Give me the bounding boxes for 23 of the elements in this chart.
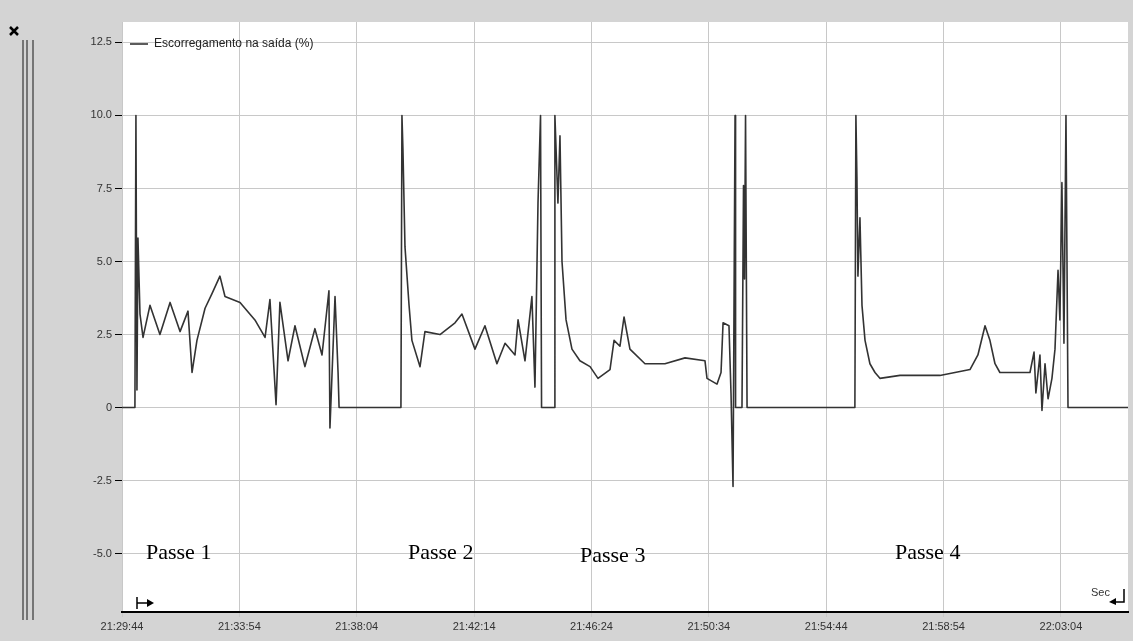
- x-tick-label: 21:50:34: [687, 619, 731, 632]
- x-tick-label: 21:29:44: [100, 619, 144, 632]
- annotation: Sec: [1091, 585, 1111, 598]
- x-tick-label: 21:54:44: [804, 619, 848, 632]
- annotation: Passe 1: [146, 538, 212, 564]
- y-tick-label: 2.5: [96, 327, 112, 340]
- annotation: Passe 4: [895, 538, 961, 564]
- x-tick-label: 21:42:14: [452, 619, 496, 632]
- x-tick-label: 21:33:54: [217, 619, 261, 632]
- y-tick-label: -2.5: [93, 473, 112, 486]
- y-tick-label: 7.5: [96, 181, 112, 194]
- y-tick-label: 10.0: [90, 108, 112, 121]
- x-tick-label: 21:38:04: [335, 619, 379, 632]
- x-tick-label: 22:03:04: [1039, 619, 1083, 632]
- y-tick-label: 0: [105, 400, 112, 413]
- y-tick-label: -5.0: [93, 546, 112, 559]
- y-tick-label: 12.5: [90, 35, 112, 48]
- y-tick-label: 5.0: [96, 254, 112, 267]
- legend-label: Escorregamento na saída (%): [154, 36, 314, 51]
- x-tick-label: 21:58:54: [922, 619, 965, 632]
- x-tick-label: 21:46:24: [570, 619, 613, 632]
- annotation: Passe 2: [408, 538, 474, 564]
- annotation: Passe 3: [580, 541, 646, 567]
